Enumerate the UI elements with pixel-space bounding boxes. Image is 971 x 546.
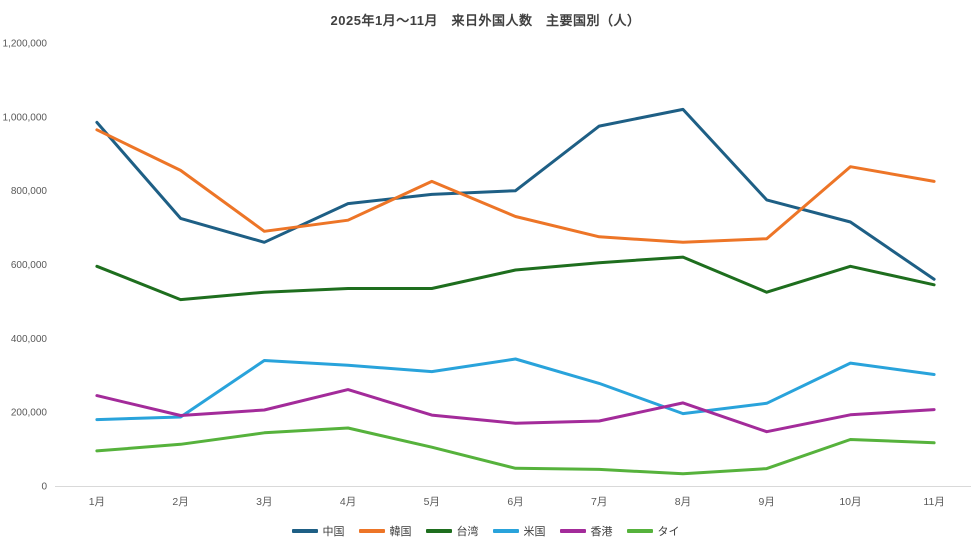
series-line-1	[95, 128, 936, 244]
y-tick-label: 800,000	[11, 186, 48, 197]
series-line-5	[95, 426, 936, 476]
x-tick-label: 9月	[759, 496, 775, 508]
legend-swatch	[492, 529, 519, 533]
x-tick-label: 2月	[172, 496, 188, 508]
legend-label: タイ	[657, 526, 680, 538]
x-tick-label: 8月	[675, 496, 691, 508]
x-tick-label: 10月	[839, 496, 861, 508]
x-tick-label: 7月	[591, 496, 607, 508]
legend-item-3: 米国	[492, 523, 546, 539]
series-line-3	[95, 357, 936, 422]
legend-item-2: 台湾	[425, 523, 479, 539]
y-tick-label: 200,000	[11, 408, 48, 419]
series-line-0	[95, 107, 936, 281]
y-tick-label: 400,000	[11, 334, 48, 345]
x-tick-label: 3月	[256, 496, 272, 508]
x-tick-label: 4月	[340, 496, 356, 508]
series-line-2	[95, 255, 936, 302]
chart-title: 2025年1月～11月 来日外国人数 主要国別（人）	[330, 13, 641, 28]
legend-item-0: 中国	[291, 523, 345, 539]
legend-item-1: 韓国	[358, 523, 412, 539]
x-tick-label: 5月	[424, 496, 440, 508]
legend-swatch	[358, 529, 385, 533]
y-tick-label: 1,200,000	[3, 39, 48, 50]
legend-swatch	[291, 529, 318, 533]
series-line-4	[95, 388, 936, 434]
legend-swatch	[559, 529, 586, 533]
x-tick-label: 6月	[507, 496, 523, 508]
x-tick-label: 1月	[89, 496, 105, 508]
legend-swatch	[425, 529, 452, 533]
legend-label: 台湾	[456, 526, 479, 538]
legend-label: 韓国	[389, 526, 412, 538]
legend-item-5: タイ	[626, 523, 680, 539]
legend-label: 米国	[523, 526, 546, 538]
legend-item-4: 香港	[559, 523, 613, 539]
y-tick-label: 0	[41, 482, 47, 493]
x-tick-label: 11月	[923, 496, 944, 508]
legend-label: 香港	[590, 526, 613, 538]
legend-label: 中国	[322, 526, 345, 538]
legend-swatch	[626, 529, 653, 533]
legend: 中国 韓国 台湾 米国 香港 タイ	[0, 523, 971, 539]
y-tick-label: 1,000,000	[3, 112, 48, 123]
y-tick-label: 600,000	[11, 260, 48, 271]
